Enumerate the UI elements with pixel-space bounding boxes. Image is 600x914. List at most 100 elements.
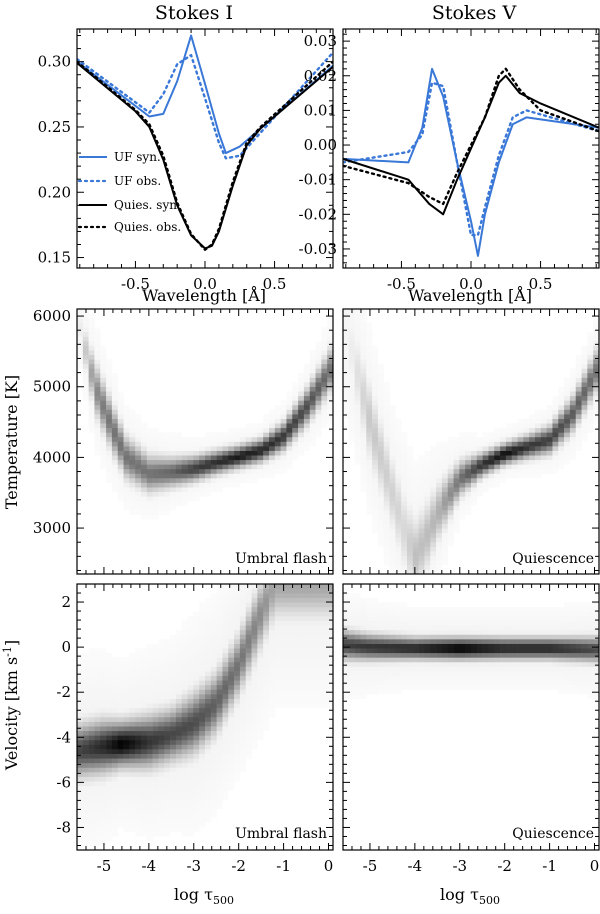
heatmap-cell (321, 593, 328, 599)
heatmap-cell (141, 799, 148, 805)
heatmap-cell (360, 322, 367, 328)
heatmap-cell (482, 639, 489, 644)
heatmap-cell (511, 455, 518, 461)
heatmap-cell (274, 616, 281, 621)
heatmap-cell (216, 703, 223, 709)
heatmap-cell (321, 331, 328, 337)
heatmap-cell (263, 643, 270, 649)
heatmap-cell (383, 602, 390, 608)
heatmap-cell (77, 331, 84, 337)
heatmap-cell (383, 546, 390, 552)
heatmap-cell (175, 689, 183, 695)
heatmap-cell (303, 689, 311, 695)
heatmap-cell (263, 473, 270, 479)
heatmap-cell (383, 519, 390, 525)
heatmap-cell (546, 436, 553, 442)
legend-label-quies-syn: Quies. syn (114, 198, 177, 212)
heatmap-cell (593, 400, 599, 406)
heatmap-cell (401, 652, 408, 658)
heatmap-cell (170, 500, 177, 506)
heatmap-cell (593, 377, 599, 383)
heatmap-cell (436, 523, 443, 529)
heatmap-cell (424, 468, 431, 474)
heatmap-cell (193, 822, 200, 828)
heatmap-cell (303, 703, 311, 709)
heatmap-cell (263, 597, 270, 603)
heatmap-cell (389, 620, 396, 626)
heatmap-cell (500, 652, 507, 658)
heatmap-cell (298, 400, 305, 406)
heatmap-cell (453, 652, 460, 658)
heatmap-cell (535, 643, 542, 649)
heatmap-cell (511, 643, 518, 649)
heatmap-cell (389, 514, 396, 520)
heatmap-cell (540, 468, 547, 474)
heatmap-cell (100, 790, 107, 796)
heatmap-cell (239, 717, 247, 722)
heatmap-cell (152, 643, 159, 649)
heatmap-cell (222, 597, 229, 603)
heatmap-cell (181, 726, 188, 732)
heatmap-cell (471, 625, 478, 631)
heatmap-cell (412, 482, 419, 488)
heatmap-cell (593, 340, 599, 346)
heatmap-cell (146, 514, 153, 520)
heatmap-cell (441, 657, 449, 663)
heatmap-cell (441, 675, 449, 681)
heatmap-cell (193, 753, 200, 759)
heatmap-cell (354, 593, 361, 599)
heatmap-cell (546, 684, 553, 690)
heatmap-cell (354, 657, 361, 663)
heatmap-cell (222, 666, 229, 672)
heatmap-cell (170, 505, 177, 511)
heatmap-cell (372, 391, 379, 397)
heatmap-cell (292, 400, 299, 406)
heatmap-cell (564, 382, 571, 387)
heatmap-cell (222, 776, 229, 782)
heatmap-cell (170, 634, 177, 640)
heatmap-cell (546, 634, 553, 640)
heatmap-cell (193, 717, 200, 722)
heatmap-cell (360, 363, 367, 369)
heatmap-cell (558, 684, 565, 690)
heatmap-cell (418, 473, 425, 479)
heatmap-cell (228, 694, 235, 699)
heatmap-cell (418, 491, 425, 497)
heatmap-cell (199, 455, 206, 461)
heatmap-cell (424, 500, 431, 506)
heatmap-cell (257, 427, 264, 433)
heatmap-cell (505, 657, 513, 663)
heatmap-cell (170, 680, 177, 686)
legend-label-uf-syn: UF syn. (114, 150, 161, 164)
heatmap-cell (482, 680, 489, 686)
heatmap-cell (239, 602, 247, 608)
heatmap-cell (181, 436, 188, 442)
heatmap-cell (82, 372, 89, 378)
heatmap-cell (257, 611, 264, 617)
heatmap-cell (546, 455, 553, 461)
heatmap-cell (529, 441, 536, 447)
heatmap-cell (152, 781, 159, 787)
heatmap-cell (100, 404, 107, 410)
heatmap-cell (222, 441, 229, 447)
heatmap-cell (292, 441, 299, 447)
heatmap-cell (158, 804, 165, 810)
heatmap-cell (106, 808, 113, 814)
heatmap-cell (430, 514, 437, 520)
heatmap-cell (239, 446, 247, 451)
heatmap-cell (476, 611, 483, 617)
heatmap-cell (360, 478, 367, 483)
heatmap-cell (401, 455, 408, 461)
heatmap-cell (459, 666, 466, 672)
heatmap-cell (216, 625, 223, 631)
heatmap-cell (407, 620, 414, 626)
heatmap-cell (441, 648, 449, 654)
heatmap-cell (193, 735, 200, 741)
heatmap-cell (111, 395, 119, 401)
heatmap-cell (170, 794, 177, 800)
heatmap-cell (274, 703, 281, 709)
heatmap-cell (418, 652, 425, 658)
heatmap-cell (234, 680, 241, 686)
heatmap-cell (476, 441, 483, 447)
heatmap-cell (471, 643, 478, 649)
